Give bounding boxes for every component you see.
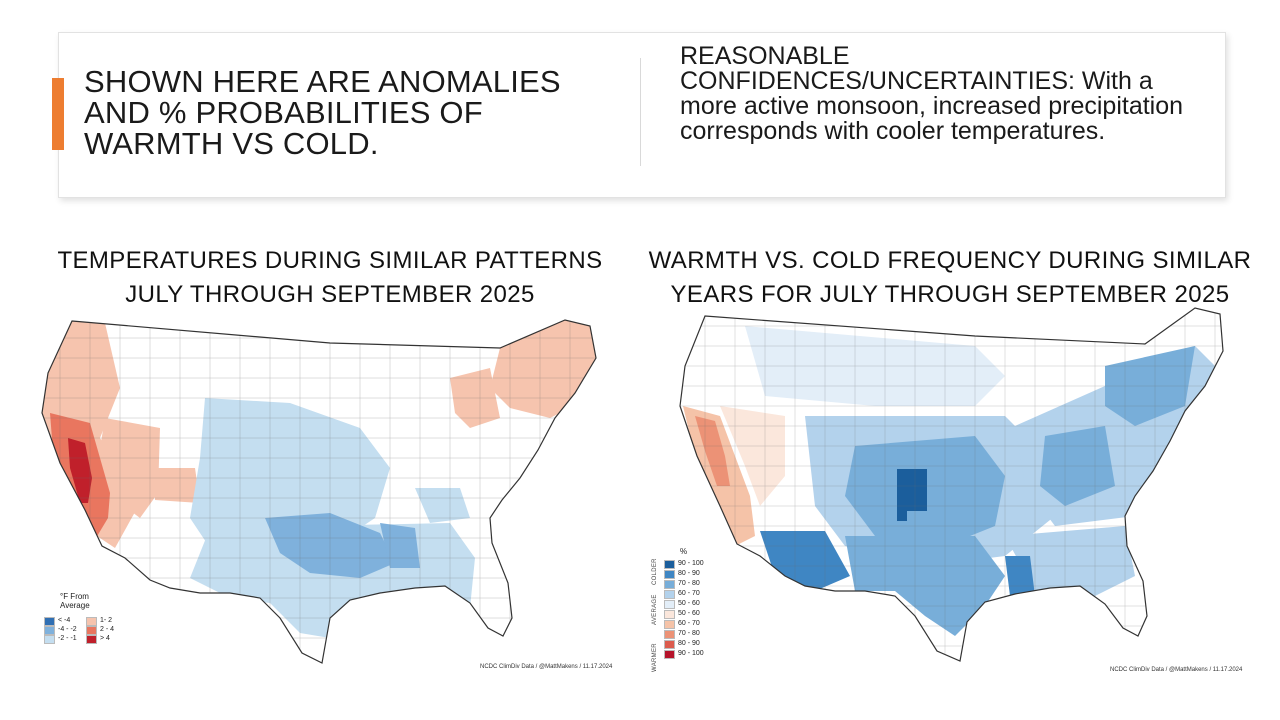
left-legend-item: > 4 bbox=[86, 635, 110, 644]
left-credit: NCDC ClimDiv Data / @MattMakens / 11.17.… bbox=[480, 664, 613, 670]
legend-label: > 4 bbox=[100, 635, 110, 642]
legend-label-colder: COLDER bbox=[652, 558, 658, 585]
left-legend-item: -2 - -1 bbox=[44, 635, 77, 644]
anomaly-cool-ohio-valley bbox=[415, 488, 470, 523]
legend-swatch bbox=[664, 580, 675, 589]
freq-light-warm-nevada bbox=[720, 406, 785, 506]
legend-label: 50 - 60 bbox=[678, 610, 700, 617]
right-legend-item: 90 - 100 bbox=[664, 650, 704, 659]
right-map-title: WARMTH VS. COLD FREQUENCY DURING SIMILAR… bbox=[645, 244, 1255, 312]
right-legend-item: 70 - 80 bbox=[664, 630, 700, 639]
right-legend-item: 60 - 70 bbox=[664, 590, 700, 599]
right-credit: NCDC ClimDiv Data / @MattMakens / 11.17.… bbox=[1110, 667, 1243, 673]
right-legend-item: 80 - 90 bbox=[664, 570, 700, 579]
confidence-body: With a more active monsoon, increased pr… bbox=[680, 67, 1184, 145]
legend-label: 70 - 80 bbox=[678, 630, 700, 637]
freq-coldest-kansas bbox=[897, 469, 927, 521]
legend-label: -4 - -2 bbox=[58, 626, 77, 633]
left-legend-item: 2 - 4 bbox=[86, 626, 115, 635]
accent-bar bbox=[52, 78, 64, 150]
anomaly-warm-great-basin bbox=[100, 418, 160, 518]
us-outline bbox=[41, 319, 597, 664]
slide-headline: SHOWN HERE ARE ANOMALIES AND % PROBABILI… bbox=[84, 64, 561, 161]
left-map-title-line1: TEMPERATURES DURING SIMILAR PATTERNS bbox=[57, 247, 603, 274]
legend-swatch bbox=[86, 635, 97, 644]
legend-swatch bbox=[664, 610, 675, 619]
confidence-text: REASONABLE CONFIDENCES/UNCERTAINTIES: Wi… bbox=[680, 44, 1200, 144]
right-legend-title: % bbox=[680, 547, 688, 556]
right-legend-item: 80 - 90 bbox=[664, 640, 700, 649]
legend-label: 90 - 100 bbox=[678, 560, 704, 567]
legend-label: 80 - 90 bbox=[678, 570, 700, 577]
left-temperature-anomaly-map bbox=[41, 319, 597, 664]
left-map-title-line2: JULY THROUGH SEPTEMBER 2025 bbox=[125, 281, 535, 308]
right-legend-item: 50 - 60 bbox=[664, 610, 700, 619]
left-map-title: TEMPERATURES DURING SIMILAR PATTERNS JUL… bbox=[30, 244, 630, 312]
legend-label-warmer: WARMER bbox=[652, 643, 658, 672]
legend-swatch bbox=[664, 630, 675, 639]
legend-swatch bbox=[664, 570, 675, 579]
banner-divider bbox=[640, 58, 641, 166]
legend-swatch bbox=[86, 626, 97, 635]
left-legend-item: 1- 2 bbox=[86, 617, 113, 626]
legend-swatch bbox=[664, 620, 675, 629]
legend-label: 80 - 90 bbox=[678, 640, 700, 647]
legend-swatch bbox=[664, 640, 675, 649]
right-map-title-line1: WARMTH VS. COLD FREQUENCY DURING SIMILAR bbox=[648, 247, 1252, 274]
legend-label: 90 - 100 bbox=[678, 650, 704, 657]
legend-swatch bbox=[86, 617, 97, 626]
us-outline-right bbox=[679, 307, 1224, 662]
legend-swatch bbox=[664, 650, 675, 659]
text-banner bbox=[58, 32, 1226, 198]
legend-swatch bbox=[44, 617, 55, 626]
freq-cooler-louisiana bbox=[1005, 556, 1035, 596]
legend-label: 50 - 60 bbox=[678, 600, 700, 607]
anomaly-warm-northeast bbox=[490, 320, 596, 418]
legend-swatch bbox=[44, 626, 55, 635]
freq-cool-southeast bbox=[1005, 526, 1135, 596]
legend-swatch bbox=[44, 635, 55, 644]
legend-label: 1- 2 bbox=[100, 617, 113, 624]
legend-label: 60 - 70 bbox=[678, 590, 700, 597]
confidence-label: REASONABLE CONFIDENCES/UNCERTAINTIES: bbox=[680, 42, 1075, 95]
legend-label: 2 - 4 bbox=[100, 626, 115, 633]
legend-swatch bbox=[664, 600, 675, 609]
anomaly-very-hot-valley bbox=[68, 438, 92, 503]
legend-swatch bbox=[664, 560, 675, 569]
legend-label: 70 - 80 bbox=[678, 580, 700, 587]
legend-label: -2 - -1 bbox=[58, 635, 77, 642]
right-legend-item: 70 - 80 bbox=[664, 580, 700, 589]
left-legend-title: °F From Average bbox=[60, 592, 90, 610]
anomaly-warm-utah bbox=[155, 468, 200, 503]
left-legend-item: -4 - -2 bbox=[44, 626, 77, 635]
right-legend-item: 50 - 60 bbox=[664, 600, 700, 609]
right-legend-item: 60 - 70 bbox=[664, 620, 700, 629]
right-legend-item: 90 - 100 bbox=[664, 560, 704, 569]
right-frequency-map bbox=[679, 307, 1224, 662]
legend-label: < -4 bbox=[58, 617, 71, 624]
legend-label: 60 - 70 bbox=[678, 620, 700, 627]
freq-warmer-california bbox=[695, 416, 730, 486]
left-legend-item: < -4 bbox=[44, 617, 71, 626]
legend-swatch bbox=[664, 590, 675, 599]
right-map-title-line2: YEARS FOR JULY THROUGH SEPTEMBER 2025 bbox=[670, 281, 1230, 308]
legend-label-average: AVERAGE bbox=[652, 594, 658, 625]
